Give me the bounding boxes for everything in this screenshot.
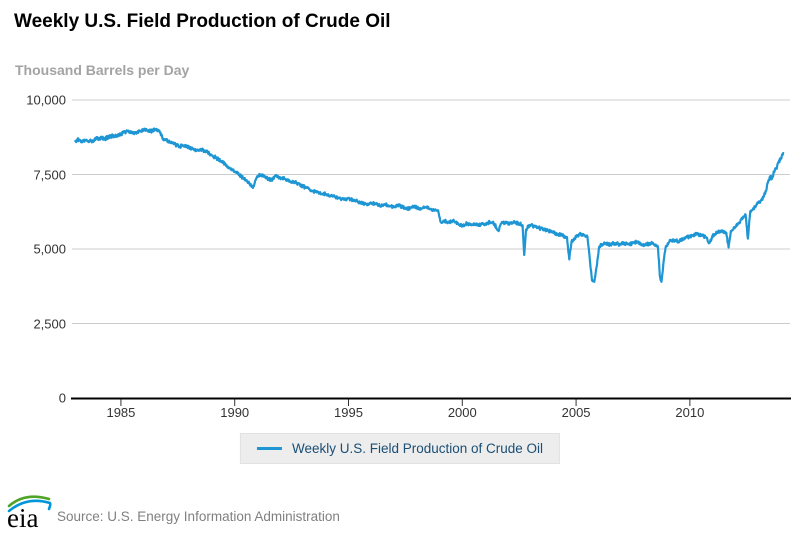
y-tick-label: 5,000 <box>33 241 66 257</box>
page-title: Weekly U.S. Field Production of Crude Oi… <box>14 11 391 32</box>
y-tick-label: 7,500 <box>33 167 66 182</box>
legend-line-swatch <box>256 447 282 450</box>
legend: Weekly U.S. Field Production of Crude Oi… <box>239 433 561 464</box>
x-tick-label: 1985 <box>106 405 136 420</box>
y-tick-label: 0 <box>58 390 66 406</box>
x-tick-label: 2000 <box>447 405 477 420</box>
logo-arc-blue-icon <box>7 499 52 513</box>
eia-logo-text: eia <box>7 503 38 531</box>
x-tick-label: 1990 <box>220 405 250 420</box>
eia-logo: eia <box>7 495 52 531</box>
y-tick-label: 10,000 <box>26 92 66 108</box>
source-attribution: Source: U.S. Energy Information Administ… <box>57 509 340 524</box>
logo-arc-green-icon <box>7 495 51 508</box>
y-tick-label: 2,500 <box>33 316 66 331</box>
legend-label: Weekly U.S. Field Production of Crude Oi… <box>291 441 544 456</box>
gridlines <box>72 99 790 324</box>
data-series-line <box>74 127 785 283</box>
x-axis-ticks <box>120 399 691 406</box>
y-axis-units-label: Thousand Barrels per Day <box>15 62 190 78</box>
x-tick-label: 1995 <box>334 405 363 420</box>
x-tick-label: 2005 <box>561 405 591 420</box>
x-tick-label: 2010 <box>675 405 705 420</box>
